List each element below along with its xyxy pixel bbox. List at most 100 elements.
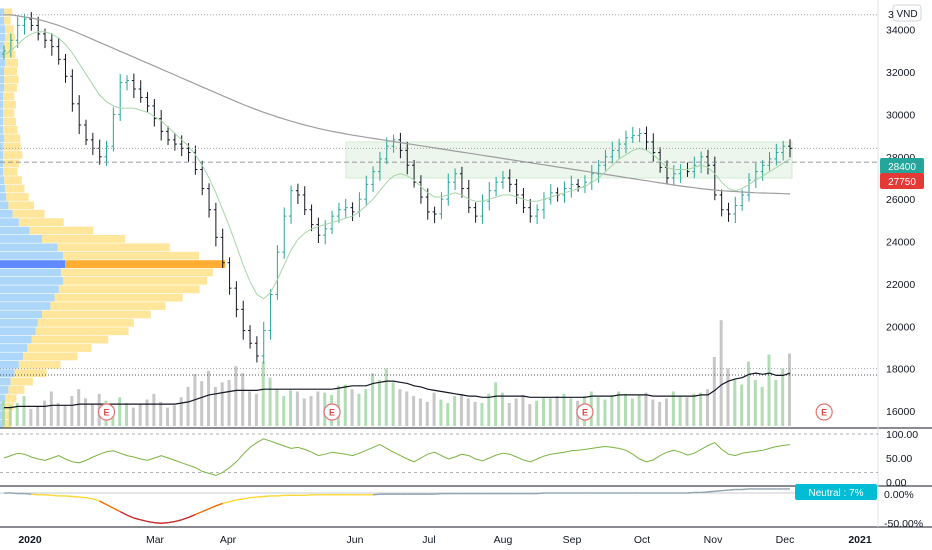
price-axis: 3400032000300002800026000240002200020000…: [884, 25, 923, 530]
volume-bar: [275, 389, 279, 426]
volume-profile-bin: [0, 75, 5, 84]
sentiment-line-segment: [79, 496, 87, 499]
candle: [234, 281, 239, 318]
candle: [651, 133, 656, 162]
volume-bar: [412, 396, 416, 426]
candle: [166, 126, 171, 146]
volume-profile-bin: [57, 243, 170, 252]
candle: [569, 175, 574, 198]
volume-bar: [295, 391, 299, 426]
sentiment-line-segment: [201, 508, 210, 513]
earnings-marker: E: [576, 403, 594, 421]
volume-bar: [569, 398, 573, 426]
volume-profile-bin: [0, 42, 5, 50]
candle: [70, 69, 75, 112]
volume-bar: [439, 399, 443, 426]
last-price-badge-label: 28400: [888, 162, 916, 173]
volume-profile-bin: [4, 42, 14, 50]
sentiment-line-segment: [304, 494, 312, 497]
price-axis-tick: 34000: [886, 25, 915, 37]
sentiment-line-segment: [92, 498, 100, 502]
sentiment-line-segment: [51, 494, 59, 497]
volume-profile-bin: [0, 184, 6, 193]
volume-bar: [596, 397, 600, 426]
volume-bar: [357, 393, 361, 426]
candle: [726, 202, 731, 222]
sentiment-line-segment: [701, 491, 709, 494]
volume-bar: [43, 400, 47, 426]
candle: [364, 175, 369, 206]
volume-bar: [166, 407, 170, 426]
price-axis-tick: 20000: [886, 321, 915, 333]
volume-bar: [234, 366, 238, 426]
volume-profile-bin: [4, 75, 19, 84]
volume-bar: [623, 393, 627, 426]
sentiment-badge: [795, 484, 877, 500]
candle: [425, 188, 430, 220]
sentiment-badge-label: Neutral : 7%: [808, 488, 863, 499]
volume-profile-bin: [12, 209, 45, 218]
volume-profile-bin: [23, 352, 78, 361]
candle: [316, 217, 321, 244]
volume-bar: [15, 403, 19, 426]
oscillator-axis-tick: 0.00: [886, 477, 907, 489]
volume-profile-bin: [0, 100, 4, 109]
volume-bar: [316, 391, 320, 426]
sentiment-axis-tick: -50.00%: [884, 518, 923, 530]
volume-profile-bin: [50, 302, 166, 310]
sentiment-line-segment: [65, 495, 73, 498]
candle: [193, 145, 198, 175]
volume-profile-bin: [0, 167, 4, 176]
candle: [125, 75, 130, 91]
long-moving-average-line: [4, 14, 791, 195]
volume-bar: [36, 406, 40, 426]
volume-profile-bin: [0, 360, 19, 369]
volume-profile-bin: [0, 243, 58, 252]
volume-profile-bin: [5, 58, 19, 67]
candle: [623, 130, 628, 154]
volume-bar: [282, 396, 286, 426]
volume-moving-average-line: [4, 372, 791, 409]
volume-profile-bin: [4, 50, 16, 59]
candle: [507, 169, 512, 193]
candle: [200, 160, 205, 196]
candle: [610, 141, 615, 164]
volume-bar: [528, 404, 532, 426]
candle: [418, 175, 423, 204]
candle: [617, 138, 622, 159]
volume-profile-bin: [0, 92, 4, 101]
volume-profile-bin: [58, 285, 200, 294]
volume-profile-bin: [0, 285, 59, 294]
candle: [453, 168, 458, 191]
sentiment-pane: [0, 488, 878, 524]
candle: [446, 173, 451, 206]
volume-profile-bin: [0, 83, 5, 92]
volume-bar: [685, 397, 689, 426]
volume-profile-bin: [65, 260, 226, 268]
candle: [261, 321, 266, 364]
volume-bar: [241, 373, 245, 426]
sentiment-line-segment: [167, 520, 175, 524]
volume-bar: [432, 392, 436, 426]
volume-profile-bin: [3, 117, 16, 126]
volume-bar: [555, 396, 559, 426]
sentiment-line-segment: [249, 496, 257, 499]
volume-profile-bin: [5, 394, 17, 403]
sentiment-line-segment: [215, 502, 223, 507]
volume-profile-bin: [0, 293, 55, 302]
currency-box[interactable]: [892, 4, 922, 22]
sentiment-line-segment: [195, 510, 203, 516]
sentiment-line-segment: [373, 493, 380, 496]
volume-profile-bin: [8, 201, 34, 210]
volume-profile-bin: [0, 125, 4, 134]
volume-bar: [699, 392, 703, 426]
volume-bar: [767, 354, 771, 426]
volume-profile-bin: [0, 33, 6, 42]
candle: [405, 141, 410, 175]
volume-bar: [159, 401, 163, 426]
volume-bar: [521, 394, 525, 426]
volume-bar: [658, 401, 662, 426]
price-axis-top-partial-label: 3: [888, 9, 894, 21]
time-axis: 2020 Mar Apr Jun Jul Aug Sep Oct Nov Dec 2021: [18, 534, 872, 546]
